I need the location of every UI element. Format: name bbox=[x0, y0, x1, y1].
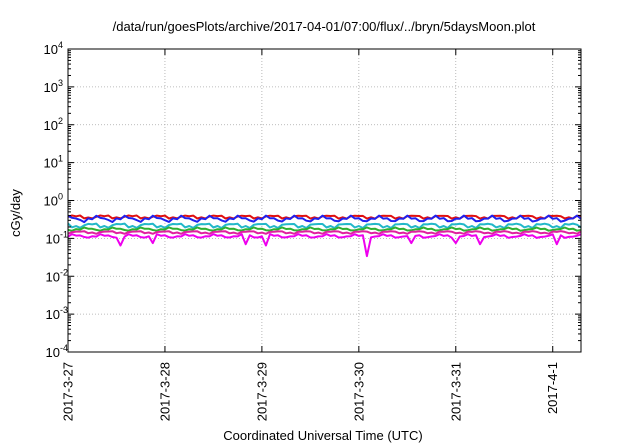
x-tick-label: 2017-4-1 bbox=[545, 362, 560, 414]
grid bbox=[68, 49, 581, 352]
axis-ticks: 10-410-310-210-11001011021031042017-3-27… bbox=[44, 40, 581, 421]
x-tick-label: 2017-3-27 bbox=[61, 362, 76, 421]
y-axis-label: cGy/day bbox=[8, 189, 23, 237]
plot-frame bbox=[67, 48, 582, 353]
y-tick-exponent: -4 bbox=[60, 343, 68, 353]
y-tick-label: 10-3 bbox=[46, 305, 68, 322]
y-tick-label: 104 bbox=[44, 40, 63, 57]
y-tick-exponent: 0 bbox=[58, 192, 63, 202]
x-tick-label: 2017-3-31 bbox=[448, 362, 463, 421]
x-tick-label: 2017-3-30 bbox=[351, 362, 366, 421]
y-tick-exponent: -1 bbox=[60, 229, 68, 239]
y-tick-label: 103 bbox=[44, 78, 63, 95]
y-tick-label: 101 bbox=[44, 154, 63, 171]
x-tick-label: 2017-3-28 bbox=[157, 362, 172, 421]
series-line bbox=[67, 222, 582, 229]
y-tick-exponent: 3 bbox=[58, 78, 63, 88]
y-tick-label: 10-4 bbox=[46, 343, 68, 360]
y-tick-label: 102 bbox=[44, 116, 63, 133]
y-tick-exponent: 2 bbox=[58, 116, 63, 126]
x-axis-label: Coordinated Universal Time (UTC) bbox=[223, 428, 422, 443]
series-line bbox=[67, 230, 582, 235]
series-line bbox=[67, 214, 582, 224]
y-tick-exponent: -2 bbox=[60, 267, 68, 277]
y-tick-exponent: 4 bbox=[58, 40, 63, 50]
chart-title: /data/run/goesPlots/archive/2017-04-01/0… bbox=[113, 19, 536, 34]
series-line bbox=[67, 226, 582, 232]
series-layer bbox=[67, 214, 582, 258]
x-tick-label: 2017-3-29 bbox=[254, 362, 269, 421]
y-tick-label: 10-1 bbox=[46, 229, 68, 246]
series-line bbox=[67, 233, 582, 258]
y-tick-label: 10-2 bbox=[46, 267, 68, 284]
y-tick-exponent: 1 bbox=[58, 154, 63, 164]
y-tick-exponent: -3 bbox=[60, 305, 68, 315]
y-tick-label: 100 bbox=[44, 192, 63, 209]
